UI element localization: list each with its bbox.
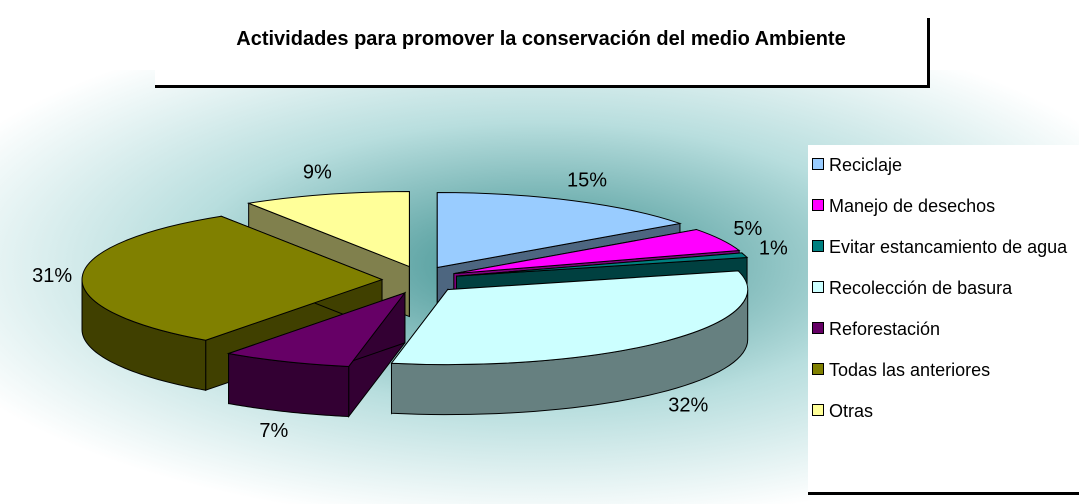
legend-swatch [812,363,824,375]
legend-swatch [812,199,824,211]
data-label: 15% [567,169,607,191]
slice [81,215,384,341]
legend-item: Recolección de basura [812,278,1074,298]
slice [226,291,407,368]
slice [456,252,749,277]
chart-title: Actividades para promover la conservació… [155,18,930,88]
legend-item: Reforestación [812,319,1074,339]
slice [390,270,749,366]
data-label: 7% [259,420,288,442]
legend-swatch [812,322,824,334]
slice [453,229,741,275]
legend-swatch [812,240,824,252]
legend-label: Otras [829,401,874,421]
data-label: 32% [668,394,708,416]
data-label: 9% [303,162,332,184]
legend-label: Reciclaje [829,155,903,175]
legend-label: Manejo de desechos [829,196,996,216]
legend: Reciclaje Manejo de desechos Evitar estanc… [808,145,1079,495]
legend-swatch [812,404,824,416]
slice [246,191,410,268]
legend-label: Evitar estancamiento de agua [829,237,1068,257]
legend-swatch [812,158,824,170]
legend-item: Evitar estancamiento de agua [812,237,1074,257]
legend-item: Todas las anteriores [812,360,1074,380]
legend-swatch [812,281,824,293]
pie: 15% 5%1% 32% 7% 31% 9% [32,162,788,442]
legend-item: Otras [812,401,1074,421]
legend-label: Recolección de basura [829,278,1013,298]
legend-label: Reforestación [829,319,941,339]
data-label: 31% [32,265,72,287]
data-label: 5% [733,218,762,240]
slice [436,192,682,269]
data-label: 1% [759,237,788,259]
legend-item: Manejo de desechos [812,196,1074,216]
legend-label: Todas las anteriores [829,360,991,380]
legend-item: Reciclaje [812,155,1074,175]
